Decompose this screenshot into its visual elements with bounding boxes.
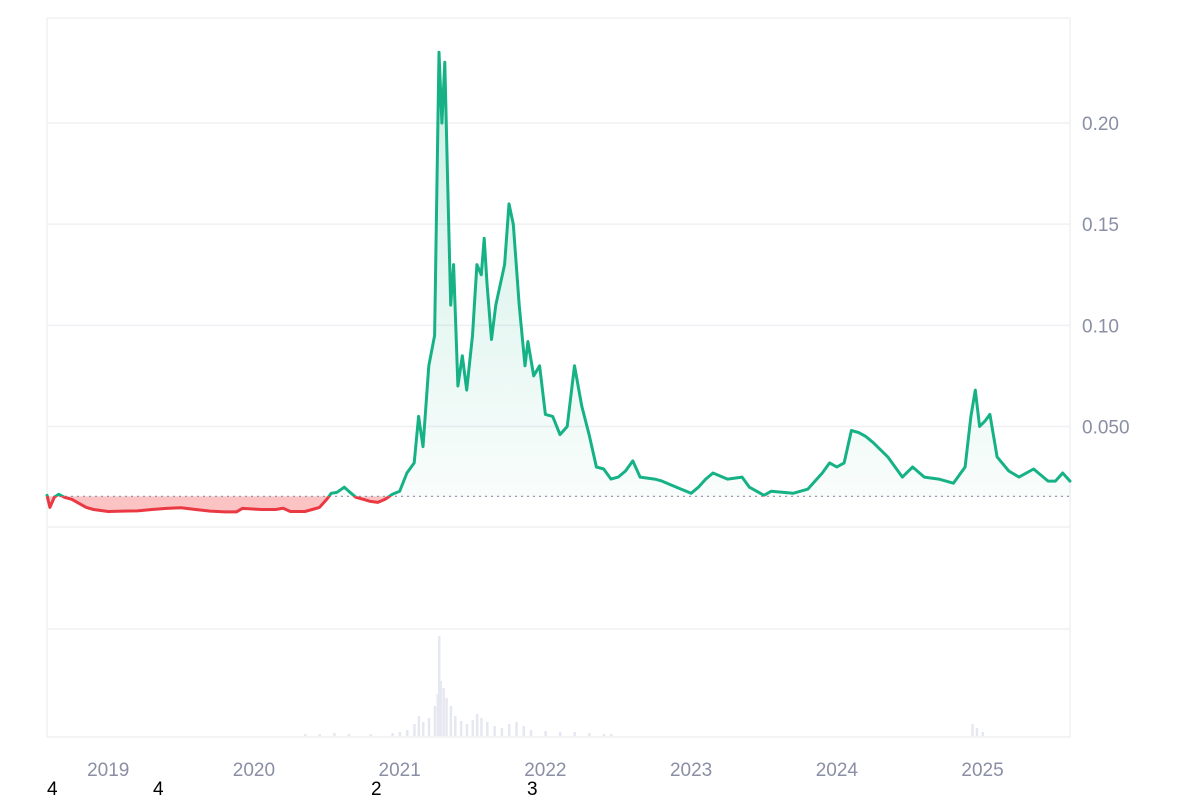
- volume-bar: [529, 730, 533, 736]
- volume-bar: [439, 681, 442, 736]
- volume-bar: [500, 728, 504, 736]
- volume-bar: [471, 720, 475, 736]
- volume-bar: [413, 724, 416, 736]
- volume-bar: [417, 716, 421, 736]
- x-axis-tick-labels: 2019 2020 2021 2022 2023 2024 2025: [87, 760, 1004, 781]
- area-fill-above-baseline: [47, 52, 1070, 497]
- volume-bar: [475, 714, 479, 736]
- volume-bar: [480, 718, 483, 736]
- x-tick-label: 2022: [524, 760, 566, 781]
- volume-bar: [442, 688, 445, 736]
- volume-bar: [333, 733, 336, 736]
- volume-bar: [421, 722, 425, 736]
- volume-bar: [449, 706, 453, 736]
- volume-bar: [486, 722, 489, 736]
- corner-label-1: 4: [47, 779, 58, 800]
- volume-bars: [303, 636, 985, 736]
- volume-bar: [515, 722, 518, 736]
- volume-bar: [398, 732, 402, 736]
- volume-bar: [391, 733, 394, 736]
- volume-bar: [433, 706, 437, 736]
- volume-bar: [493, 726, 496, 736]
- corner-label-3: 2: [371, 779, 382, 800]
- volume-bar: [981, 732, 985, 736]
- x-tick-label: 2024: [816, 760, 859, 781]
- volume-bar: [436, 694, 440, 736]
- y-tick-label: 0.10: [1082, 316, 1119, 337]
- y-tick-label: 0.050: [1082, 418, 1130, 439]
- volume-bar: [573, 732, 577, 736]
- volume-bar: [405, 730, 409, 736]
- volume-bar: [369, 734, 373, 736]
- volume-bar: [318, 734, 322, 736]
- volume-bar: [347, 734, 351, 736]
- price-line-above-baseline: [45, 50, 1072, 497]
- corner-label-4: 3: [527, 779, 538, 800]
- x-tick-label: 2025: [961, 760, 1003, 781]
- volume-bar: [975, 728, 979, 736]
- volume-bar: [971, 724, 974, 736]
- corner-label-2: 4: [153, 779, 164, 800]
- x-tick-label: 2023: [670, 760, 712, 781]
- volume-bar: [507, 724, 511, 736]
- volume-bar: [438, 636, 441, 736]
- y-axis-tick-labels: 0.050 0.10 0.15 0.20: [1082, 114, 1130, 439]
- volume-bar: [602, 734, 606, 736]
- volume-bar: [454, 716, 457, 736]
- volume-bar: [465, 724, 469, 736]
- volume-bar: [459, 721, 463, 736]
- area-fill-below-baseline: [47, 496, 390, 512]
- volume-bar: [609, 734, 613, 736]
- x-tick-label: 2019: [87, 760, 129, 781]
- x-tick-label: 2021: [379, 760, 421, 781]
- volume-bar: [427, 718, 431, 736]
- volume-bar: [303, 734, 307, 736]
- volume-bar: [522, 726, 526, 736]
- volume-bar: [445, 698, 448, 736]
- volume-bar: [588, 733, 591, 736]
- volume-bar: [558, 732, 562, 736]
- x-tick-label: 2020: [233, 760, 275, 781]
- volume-bar: [544, 731, 547, 736]
- chart-frame: [46, 17, 1071, 738]
- y-gridlines: [47, 122, 1070, 428]
- y-tick-label: 0.20: [1082, 114, 1119, 135]
- y-tick-label: 0.15: [1082, 215, 1119, 236]
- price-line-below-baseline: [45, 496, 766, 514]
